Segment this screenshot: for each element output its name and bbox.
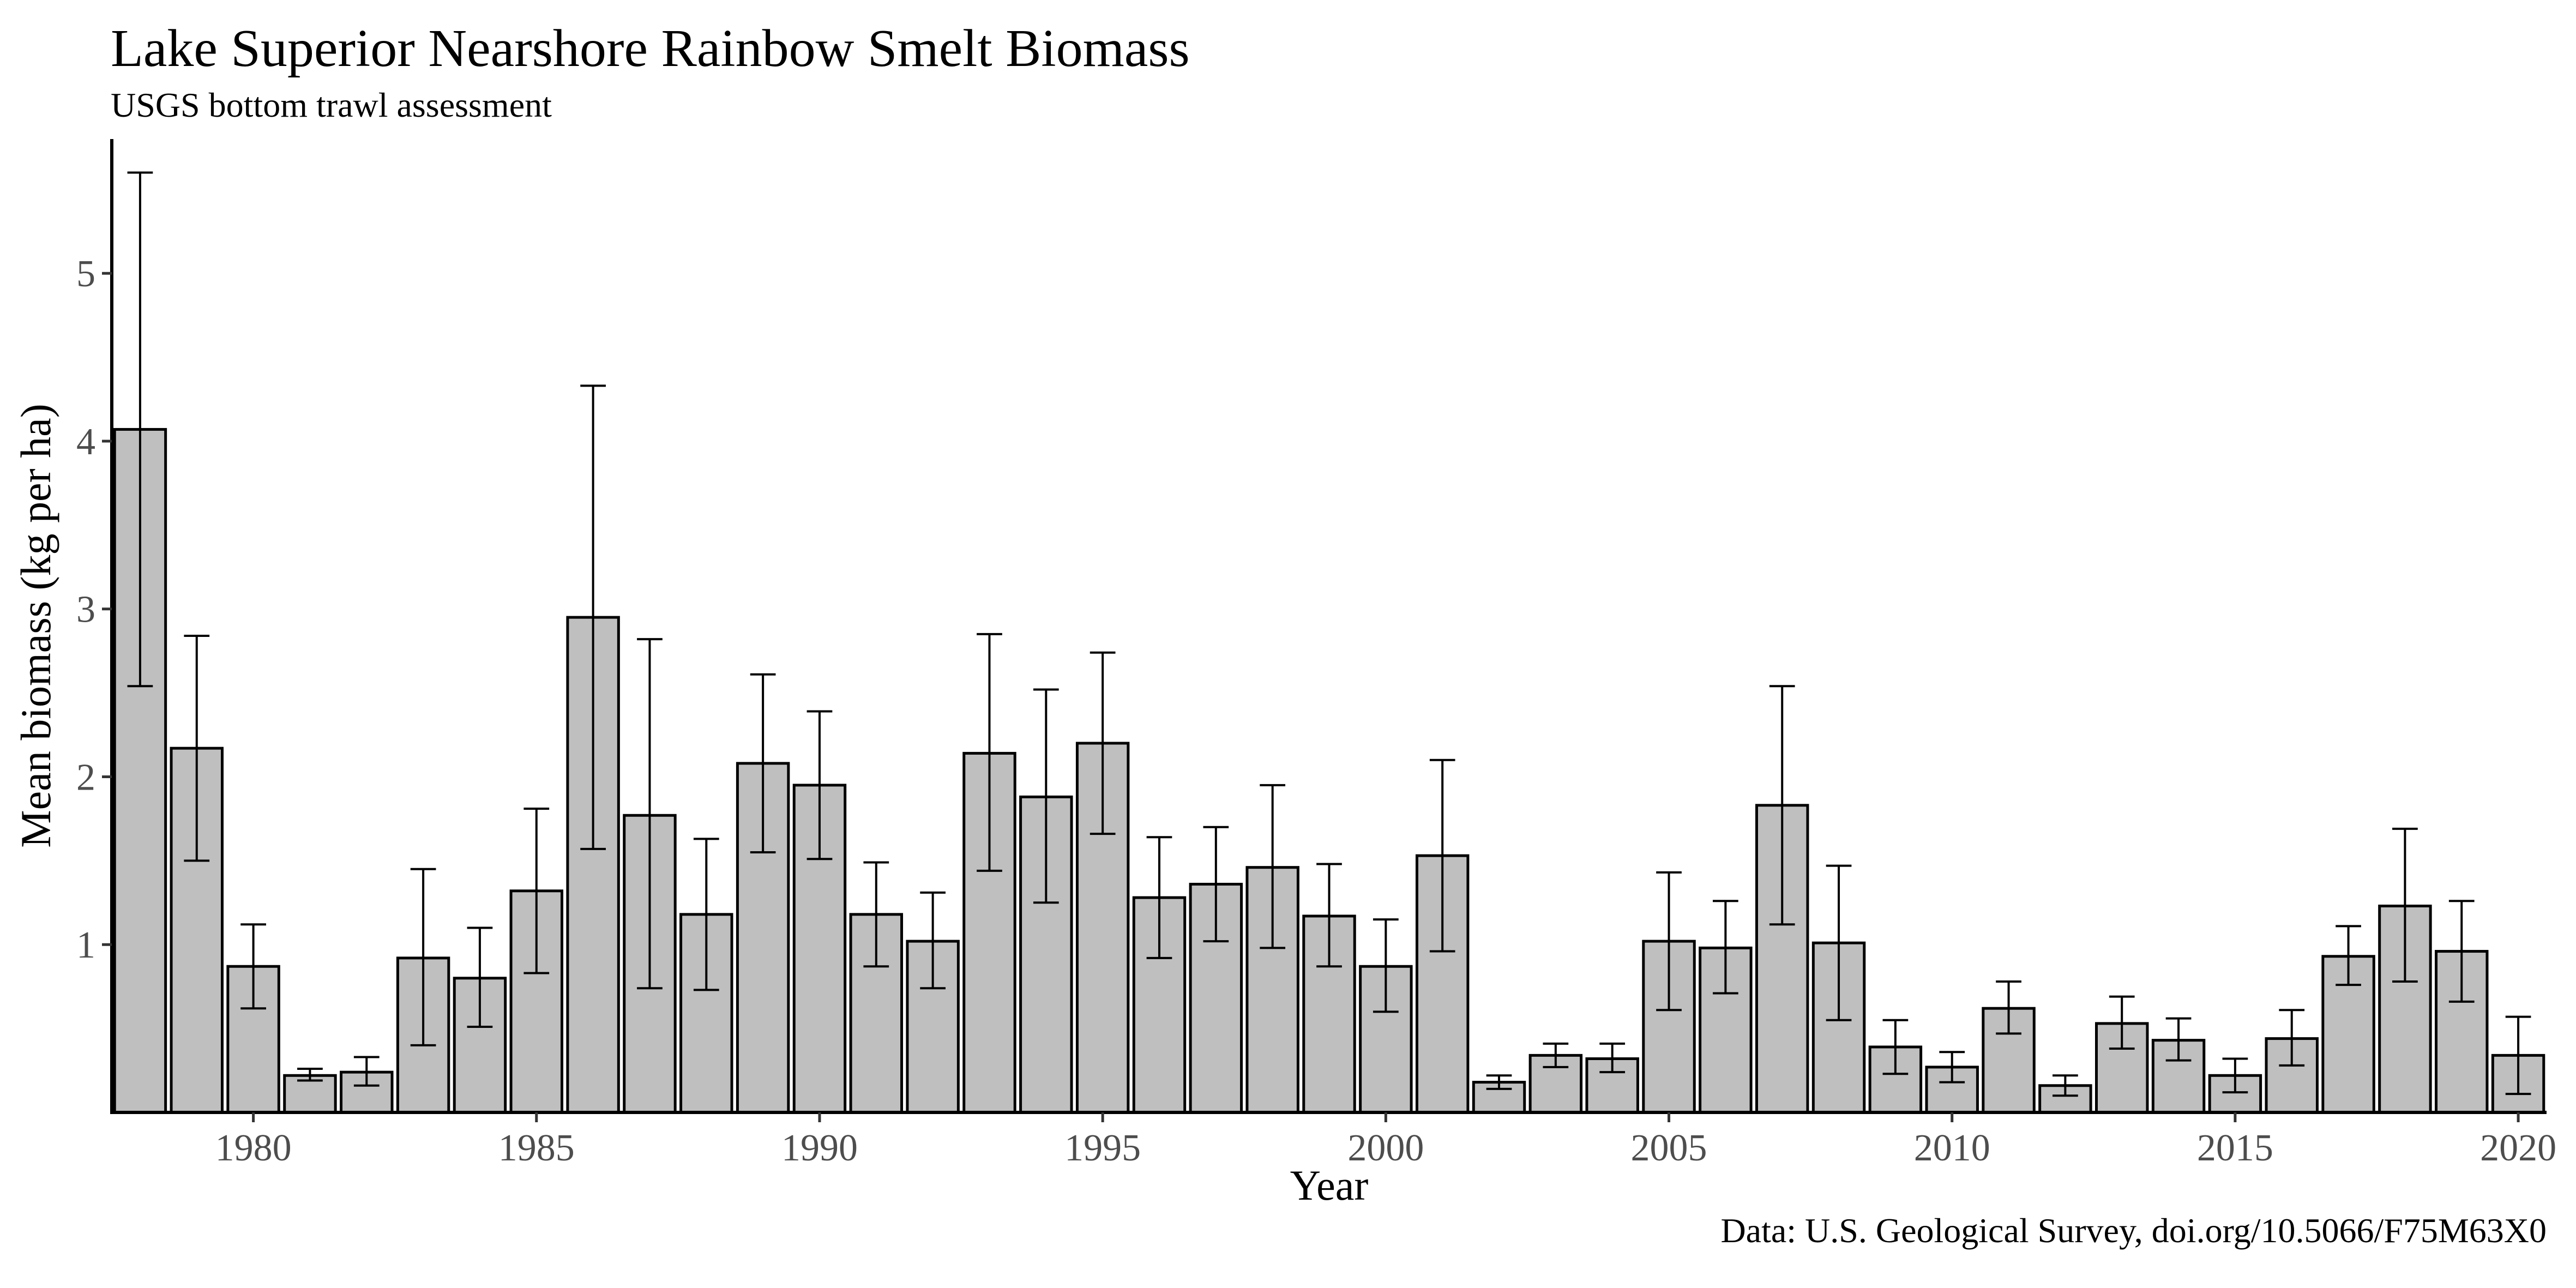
error-bar-2010 xyxy=(1939,1051,1965,1084)
x-tick-label: 1990 xyxy=(781,1127,858,1169)
x-tick-label: 2010 xyxy=(1914,1127,1990,1169)
error-bar-2020 xyxy=(2505,1015,2531,1096)
error-bar-2013 xyxy=(2109,995,2135,1050)
y-tick-label: 1 xyxy=(76,924,95,966)
error-bar-1991 xyxy=(863,861,889,968)
bar-2016 xyxy=(2265,1037,2319,1114)
chart-title: Lake Superior Nearshore Rainbow Smelt Bi… xyxy=(111,19,1190,78)
error-bar-1997 xyxy=(1203,826,1229,943)
error-bar-2009 xyxy=(1882,1019,1909,1075)
error-bar-1980 xyxy=(240,923,266,1010)
error-bar-2001 xyxy=(1429,759,1455,953)
error-bar-2016 xyxy=(2279,1009,2305,1067)
error-bar-2002 xyxy=(1486,1074,1512,1090)
error-bar-1987 xyxy=(637,638,663,990)
x-tick-label: 2015 xyxy=(2197,1127,2273,1169)
x-axis-ticks: 1980 1985 1990 1995 2000 2005 2010 2015 2020 xyxy=(215,1112,2556,1169)
error-bar-1995 xyxy=(1090,651,1116,835)
error-bar-1998 xyxy=(1260,784,1286,949)
error-bar-2015 xyxy=(2222,1057,2248,1094)
error-bar-2007 xyxy=(1769,685,1795,926)
error-bar-1988 xyxy=(693,838,719,991)
x-tick-label: 2005 xyxy=(1631,1127,1707,1169)
error-bar-2012 xyxy=(2053,1074,2078,1097)
error-bar-1989 xyxy=(750,673,776,853)
error-bar-2003 xyxy=(1543,1042,1569,1068)
error-bar-1990 xyxy=(806,710,833,860)
error-bar-2014 xyxy=(2165,1017,2192,1062)
x-tick-label: 2000 xyxy=(1347,1127,1424,1169)
error-bar-1999 xyxy=(1316,863,1342,968)
error-bar-1994 xyxy=(1033,688,1059,904)
error-bar-1981 xyxy=(297,1067,323,1082)
x-tick-label: 1980 xyxy=(215,1127,292,1169)
error-bar-2006 xyxy=(1712,900,1738,995)
error-bar-1984 xyxy=(467,926,493,1028)
bar-2009 xyxy=(1868,1045,1923,1114)
error-bar-2018 xyxy=(2392,827,2418,983)
y-tick-label: 3 xyxy=(76,589,95,631)
error-bar-1992 xyxy=(920,891,946,990)
axes xyxy=(110,139,2547,1114)
error-bar-1978 xyxy=(127,171,153,688)
y-tick-label: 4 xyxy=(76,421,95,463)
chart-caption: Data: U.S. Geological Survey, doi.org/10… xyxy=(1720,1211,2547,1250)
error-bar-2017 xyxy=(2336,925,2361,986)
error-bar-2004 xyxy=(1599,1042,1626,1074)
error-bar-2011 xyxy=(1996,980,2021,1035)
y-axis-title: Mean biomass (kg per ha) xyxy=(12,404,59,847)
error-bar-2019 xyxy=(2448,900,2475,1003)
x-tick-label: 2020 xyxy=(2480,1127,2556,1169)
error-bar-2008 xyxy=(1826,864,1852,1021)
error-bar-group xyxy=(127,171,2531,1097)
x-tick-label: 1995 xyxy=(1064,1127,1141,1169)
y-axis-ticks: 1 2 3 4 5 xyxy=(76,253,112,966)
bar-group xyxy=(113,428,2545,1114)
y-tick-label: 5 xyxy=(76,253,95,295)
chart-subtitle: USGS bottom trawl assessment xyxy=(111,86,552,124)
error-bar-1979 xyxy=(184,634,210,862)
bar-2002 xyxy=(1472,1081,1526,1114)
error-bar-1996 xyxy=(1146,836,1172,959)
x-axis-title: Year xyxy=(1290,1161,1369,1209)
error-bar-1982 xyxy=(353,1056,380,1087)
y-tick-label: 2 xyxy=(76,756,95,798)
error-bar-1983 xyxy=(410,868,436,1046)
bar-1998 xyxy=(1245,866,1299,1114)
error-bar-1986 xyxy=(580,384,606,850)
error-bar-2000 xyxy=(1373,918,1399,1013)
error-bar-1993 xyxy=(977,633,1002,872)
x-tick-label: 1985 xyxy=(498,1127,575,1169)
error-bar-1985 xyxy=(523,807,550,974)
error-bar-2005 xyxy=(1656,871,1682,1012)
